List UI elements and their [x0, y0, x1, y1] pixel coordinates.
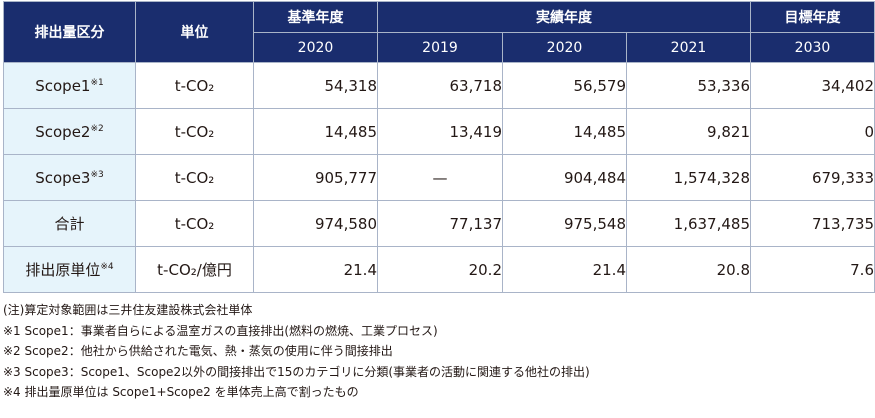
- value-cell: 53,336: [626, 62, 751, 109]
- footnotes: (注)算定対象範囲は三井住友建設株式会社単体 ※1 Scope1：事業者自らによ…: [3, 300, 590, 403]
- year-header: 2020: [253, 32, 378, 63]
- footnote-scope: (注)算定対象範囲は三井住友建設株式会社単体: [3, 303, 253, 317]
- table-row: Scope3※3 t-CO₂ 905,777 — 904,484 1,574,3…: [3, 154, 875, 201]
- value-cell: 1,574,328: [626, 154, 751, 201]
- table-row: Scope1※1 t-CO₂ 54,318 63,718 56,579 53,3…: [3, 62, 875, 109]
- row-label: Scope1※1: [3, 62, 136, 109]
- year-header: 2021: [626, 32, 751, 63]
- value-cell: 34,402: [750, 62, 875, 109]
- value-cell: 14,485: [253, 108, 378, 155]
- emissions-table: 排出量区分 単位 基準年度 実績年度 目標年度 2020 2019 2020 2…: [3, 0, 875, 293]
- unit-cell: t-CO₂: [135, 108, 254, 155]
- footnote-mark: ※2: [90, 123, 104, 134]
- row-label: 排出原単位※4: [3, 246, 136, 293]
- value-cell: 679,333: [750, 154, 875, 201]
- value-cell: 13,419: [377, 108, 503, 155]
- year-header: 2030: [750, 32, 875, 63]
- footnote-4: ※4 排出量原単位は Scope1+Scope2 を単体売上高で割ったもの: [3, 385, 359, 400]
- header-base-year: 基準年度: [253, 0, 378, 34]
- value-cell: 974,580: [253, 200, 378, 247]
- value-cell: —: [377, 154, 503, 201]
- value-cell: 905,777: [253, 154, 378, 201]
- value-cell: 904,484: [502, 154, 627, 201]
- footnote-mark: ※4: [100, 262, 114, 272]
- value-cell: 56,579: [502, 62, 627, 109]
- row-label: Scope3※3: [3, 154, 136, 201]
- unit-cell: t-CO₂: [135, 200, 254, 247]
- value-cell: 77,137: [377, 200, 503, 247]
- unit-cell: t-CO₂: [135, 154, 254, 201]
- footnote-3: ※3 Scope3：Scope1、Scope2以外の間接排出で15のカテゴリに分…: [3, 364, 590, 379]
- value-cell: 0: [750, 108, 875, 155]
- unit-cell: t-CO₂/億円: [135, 246, 254, 293]
- value-cell: 7.6: [750, 246, 875, 293]
- value-cell: 1,637,485: [626, 200, 751, 247]
- row-label: 合計: [3, 200, 136, 247]
- header-target-year: 目標年度: [750, 0, 875, 34]
- footnote-1: ※1 Scope1：事業者自らによる温室ガスの直接排出(燃料の燃焼、工業プロセス…: [3, 323, 438, 338]
- header-unit: 単位: [135, 1, 254, 63]
- value-cell: 9,821: [626, 108, 751, 155]
- value-cell: 713,735: [750, 200, 875, 247]
- table-row: 合計 t-CO₂ 974,580 77,137 975,548 1,637,48…: [3, 200, 875, 247]
- footnote-mark: ※1: [90, 77, 104, 88]
- value-cell: 975,548: [502, 200, 627, 247]
- row-label: Scope2※2: [3, 108, 136, 155]
- value-cell: 63,718: [377, 62, 503, 109]
- value-cell: 54,318: [253, 62, 378, 109]
- table-row: 排出原単位※4 t-CO₂/億円 21.4 20.2 21.4 20.8 7.6: [3, 246, 875, 293]
- footnote-mark: ※3: [90, 169, 104, 180]
- header-category: 排出量区分: [3, 1, 136, 63]
- value-cell: 20.8: [626, 246, 751, 293]
- value-cell: 21.4: [253, 246, 378, 293]
- value-cell: 21.4: [502, 246, 627, 293]
- unit-cell: t-CO₂: [135, 62, 254, 109]
- year-header: 2019: [377, 32, 503, 63]
- year-header: 2020: [502, 32, 627, 63]
- value-cell: 20.2: [377, 246, 503, 293]
- table-row: Scope2※2 t-CO₂ 14,485 13,419 14,485 9,82…: [3, 108, 875, 155]
- value-cell: 14,485: [502, 108, 627, 155]
- footnote-2: ※2 Scope2：他社から供給された電気、熱・蒸気の使用に伴う間接排出: [3, 344, 393, 359]
- header-actual-years: 実績年度: [377, 0, 751, 34]
